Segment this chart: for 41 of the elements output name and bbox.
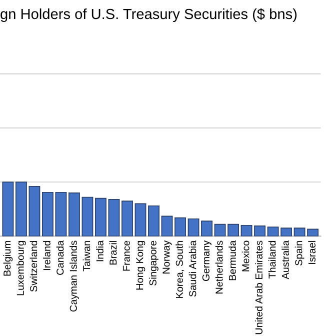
x-tick-label: Bermuda xyxy=(228,240,236,280)
x-tick-label: Hong Kong xyxy=(136,241,146,290)
chart-title: gn Holders of U.S. Treasury Securities ($ bns) xyxy=(0,8,297,22)
x-tick-label: Netherlands xyxy=(215,240,223,294)
bar xyxy=(201,220,212,236)
bar xyxy=(82,196,94,236)
bar xyxy=(188,218,200,236)
x-tick-label: Taiwan xyxy=(82,241,90,272)
bar xyxy=(134,203,146,236)
bar xyxy=(214,224,226,236)
x-tick-label: Canada xyxy=(56,240,64,275)
x-tick-label: Spain xyxy=(294,241,304,266)
bar xyxy=(122,200,133,236)
x-tick-label: Cayman Islands xyxy=(70,240,79,312)
x-tick-label: Switzerland xyxy=(30,241,38,292)
x-tick-label: Singapore xyxy=(149,240,158,286)
x-tick-label: Thailand xyxy=(268,241,276,279)
x-tick-label: Brazil xyxy=(109,241,117,265)
x-tick-label: Norway xyxy=(162,240,172,274)
bar xyxy=(68,192,80,236)
x-tick-label: Luxembourg xyxy=(16,241,26,296)
x-tick-label: Belgium xyxy=(3,241,13,276)
bar xyxy=(148,205,160,236)
x-tick-label: Saudi Arabia xyxy=(188,240,196,297)
x-tick-label: India xyxy=(96,240,104,262)
x-tick-label: Israel xyxy=(308,241,316,264)
x-tick-label: Ireland xyxy=(43,241,50,270)
bar xyxy=(95,198,106,236)
bar xyxy=(228,224,239,236)
bar xyxy=(174,217,186,236)
bar xyxy=(161,216,173,236)
x-tick-label: France xyxy=(122,240,130,271)
x-tick-label: Australia xyxy=(282,240,289,280)
x-tick-label: Korea, South xyxy=(176,241,184,298)
bar xyxy=(2,182,14,236)
x-tick-label: Germany xyxy=(202,240,212,281)
x-tick-label: United Arab Emirates xyxy=(255,240,262,334)
bar xyxy=(42,192,54,236)
bar xyxy=(55,192,67,236)
bar xyxy=(108,198,120,236)
x-tick-label: Mexico xyxy=(242,240,250,272)
